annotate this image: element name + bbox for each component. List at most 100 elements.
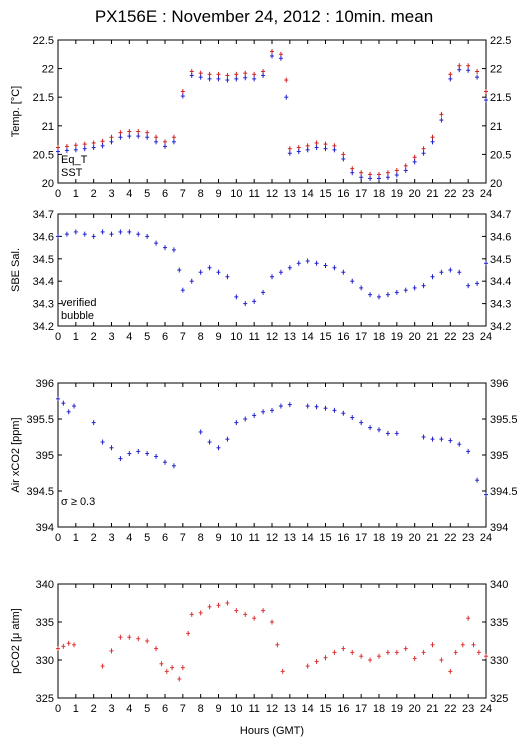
- x-tick-label: 16: [337, 532, 349, 544]
- y-tick-label-left: 396: [36, 378, 54, 390]
- x-tick-label: 10: [230, 188, 242, 200]
- x-tick-label: 18: [373, 331, 385, 343]
- y-tick-label-right: 20: [490, 178, 502, 190]
- plot-frame: [57, 382, 487, 528]
- y-tick-label-right: 396: [490, 378, 508, 390]
- x-tick-label: 22: [444, 188, 456, 200]
- x-tick-label: 4: [126, 331, 132, 343]
- y-axis-label: Air xCO2 [ppm]: [10, 417, 22, 492]
- x-tick-label: 14: [302, 703, 314, 715]
- y-tick-label-right: 395.5: [490, 414, 518, 426]
- x-tick-label: 11: [248, 188, 259, 200]
- x-tick-label: 1: [73, 532, 79, 544]
- x-tick-label: 0: [55, 532, 61, 544]
- x-tick-label: 8: [198, 532, 204, 544]
- y-tick-label-left: 34.4: [33, 276, 54, 288]
- x-tick-label: 16: [337, 331, 349, 343]
- x-tick-label: 3: [108, 532, 114, 544]
- x-tick-label: 5: [144, 532, 150, 544]
- x-axis-label: Hours (GMT): [240, 725, 304, 737]
- x-tick-label: 12: [266, 532, 278, 544]
- y-tick-label-right: 325: [490, 693, 508, 705]
- y-tick-label-left: 325: [36, 693, 54, 705]
- y-tick-label-left: 22.5: [33, 35, 54, 47]
- x-tick-label: 3: [108, 188, 114, 200]
- x-tick-label: 17: [355, 703, 367, 715]
- x-tick-label: 2: [91, 188, 97, 200]
- y-tick-label-right: 394: [490, 522, 508, 534]
- x-tick-label: 10: [230, 532, 242, 544]
- x-tick-label: 22: [444, 532, 456, 544]
- x-tick-label: 11: [248, 532, 259, 544]
- x-tick-label: 23: [462, 532, 474, 544]
- y-tick-label-right: 34.5: [490, 254, 511, 266]
- x-tick-label: 4: [126, 188, 132, 200]
- x-tick-label: 18: [373, 532, 385, 544]
- x-tick-label: 8: [198, 188, 204, 200]
- y-tick-label-left: 34.3: [33, 299, 54, 311]
- plot-frame: [57, 583, 487, 699]
- x-tick-label: 12: [266, 703, 278, 715]
- x-tick-label: 24: [480, 331, 492, 343]
- y-axis-label: pCO2 [μ atm]: [10, 608, 22, 674]
- temperature-panel: 0 1 2 3 4 5 6 7 8 9 10 11 12 13 14 15 16 17 18 19 20 21 22 23 24…: [10, 35, 511, 200]
- x-tick-label: 6: [162, 331, 168, 343]
- x-tick-label: 20: [409, 188, 421, 200]
- x-tick-label: 8: [198, 703, 204, 715]
- x-tick-label: 8: [198, 331, 204, 343]
- x-tick-label: 13: [284, 532, 296, 544]
- x-tick-label: 19: [391, 532, 403, 544]
- x-tick-label: 0: [55, 188, 61, 200]
- x-tick-label: 13: [284, 188, 296, 200]
- x-tick-label: 13: [284, 331, 296, 343]
- y-tick-label-left: 335: [36, 617, 54, 629]
- x-tick-label: 19: [391, 703, 403, 715]
- x-tick-label: 0: [55, 703, 61, 715]
- x-tick-label: 7: [180, 188, 186, 200]
- x-tick-label: 14: [302, 331, 314, 343]
- x-tick-label: 9: [215, 532, 221, 544]
- x-tick-label: 20: [409, 331, 421, 343]
- y-tick-label-right: 330: [490, 655, 508, 667]
- y-axis-label: SBE Sal.: [10, 248, 22, 292]
- x-tick-label: 10: [230, 703, 242, 715]
- x-tick-label: 14: [302, 188, 314, 200]
- y-tick-label-left: 20.5: [33, 149, 54, 161]
- legend-entry: Eq_T: [61, 154, 88, 166]
- legend-entry: SST: [61, 167, 83, 179]
- x-tick-label: 21: [426, 532, 438, 544]
- x-tick-label: 12: [266, 188, 278, 200]
- x-tick-label: 21: [426, 331, 438, 343]
- y-tick-label-right: 34.6: [490, 231, 511, 243]
- y-tick-label-right: 34.4: [490, 276, 511, 288]
- x-tick-label: 1: [73, 331, 79, 343]
- y-tick-label-right: 22.5: [490, 35, 511, 47]
- y-tick-label-left: 34.5: [33, 254, 54, 266]
- x-tick-label: 6: [162, 188, 168, 200]
- x-tick-label: 1: [73, 188, 79, 200]
- x-tick-label: 23: [462, 703, 474, 715]
- x-tick-label: 18: [373, 188, 385, 200]
- y-tick-label-right: 34.2: [490, 321, 511, 333]
- y-tick-label-right: 34.7: [490, 209, 511, 221]
- x-tick-label: 24: [480, 532, 492, 544]
- y-tick-label-right: 335: [490, 617, 508, 629]
- x-tick-label: 4: [126, 532, 132, 544]
- legend-entry: bubble: [61, 310, 94, 322]
- y-tick-label-left: 395: [36, 450, 54, 462]
- x-tick-label: 19: [391, 188, 403, 200]
- x-tick-label: 2: [91, 532, 97, 544]
- x-tick-label: 2: [91, 331, 97, 343]
- stat-note: σ ≥ 0.3: [61, 496, 95, 508]
- y-tick-label-left: 34.2: [33, 321, 54, 333]
- x-tick-label: 21: [426, 703, 438, 715]
- x-tick-label: 24: [480, 703, 492, 715]
- y-tick-label-right: 22: [490, 64, 502, 76]
- x-tick-label: 15: [319, 331, 331, 343]
- x-tick-label: 23: [462, 331, 474, 343]
- x-tick-label: 9: [215, 188, 221, 200]
- chart-title: PX156E : November 24, 2012 : 10min. mean: [95, 7, 433, 26]
- x-tick-label: 7: [180, 331, 186, 343]
- x-tick-label: 0: [55, 331, 61, 343]
- x-tick-label: 14: [302, 532, 314, 544]
